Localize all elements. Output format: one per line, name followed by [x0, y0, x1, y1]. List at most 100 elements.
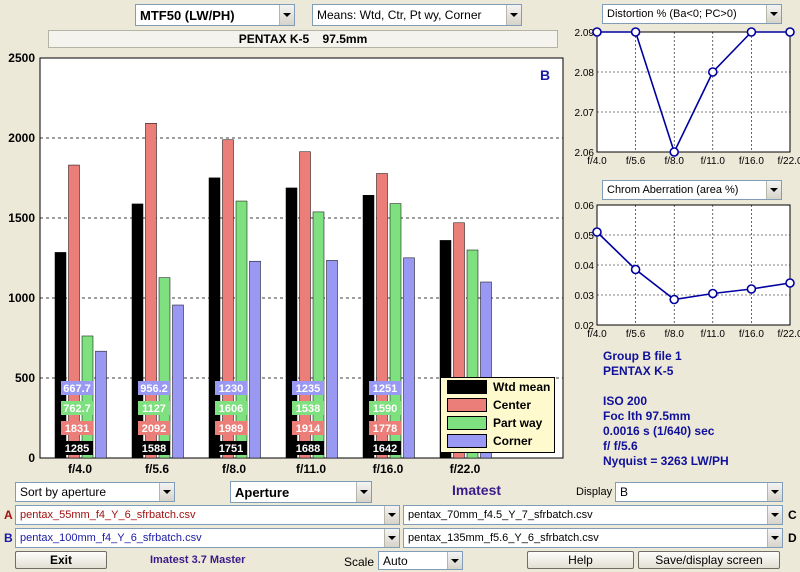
main-bar-chart: 1285 1831 762.7 667.7 1588 2092 1127 956.2 1751 1… [8, 51, 564, 476]
distortion-plot-area [596, 31, 791, 153]
sort-select[interactable]: Sort by aperture [15, 482, 175, 502]
bar [81, 335, 94, 459]
bar [285, 187, 298, 459]
x-tick-label: f/8.0 [664, 329, 684, 340]
chevron-down-icon[interactable] [767, 483, 782, 501]
x-tick-label: f/8.0 [664, 156, 684, 167]
distortion-title: Distortion % (Ba<0; PC>0) [607, 8, 737, 20]
x-tick-label: f/11.0 [701, 329, 726, 340]
means-select[interactable]: Means: Wtd, Ctr, Pt wy, Corner [312, 4, 522, 26]
sort-select-value: Sort by aperture [20, 485, 107, 499]
file-b-letter: B [4, 531, 13, 545]
chevron-down-icon[interactable] [159, 483, 174, 501]
y-tick-label: 2.09 [575, 28, 595, 39]
file-b-value: pentax_100mm_f4_Y_6_sfrbatch.csv [20, 532, 202, 544]
file-a-value: pentax_55mm_f4_Y_6_sfrbatch.csv [20, 509, 196, 521]
x-tick-label: f/11.0 [296, 462, 326, 476]
data-point [785, 27, 795, 37]
data-label: 1590 [373, 403, 397, 415]
info-line: Group B file 1 [603, 349, 682, 363]
data-label: 1989 [219, 423, 243, 435]
data-label-bg [61, 421, 93, 435]
data-label-bg [138, 441, 170, 455]
data-label: 667.7 [63, 383, 91, 395]
metric-select[interactable]: MTF50 (LW/PH) [135, 4, 295, 26]
save-display-button[interactable]: Save/display screen [638, 551, 780, 569]
display-select[interactable]: B [615, 482, 783, 502]
data-label: 1127 [142, 403, 166, 415]
bar [312, 211, 325, 459]
distortion-select[interactable]: Distortion % (Ba<0; PC>0) [602, 4, 782, 24]
data-label-bg [215, 421, 247, 435]
x-tick-label: f/4.0 [587, 329, 607, 340]
display-label: Display [576, 486, 613, 498]
scale-select[interactable]: Auto [378, 551, 463, 570]
bar [389, 203, 402, 459]
file-b-select[interactable]: pentax_100mm_f4_Y_6_sfrbatch.csv [15, 528, 400, 548]
bar [480, 281, 492, 459]
x-tick-label: f/16.0 [739, 329, 764, 340]
data-label: 956.2 [140, 383, 168, 395]
legend-swatch [447, 416, 487, 430]
aperture-select[interactable]: Aperture [230, 481, 372, 503]
x-tick-label: f/11.0 [701, 156, 726, 167]
legend-swatch [447, 398, 487, 412]
legend-swatch [447, 380, 487, 394]
file-d-letter: D [788, 531, 797, 545]
bar [54, 252, 67, 459]
chevron-down-icon[interactable] [384, 529, 399, 547]
info-line: Foc lth 97.5mm [603, 409, 691, 423]
file-c-select[interactable]: pentax_70mm_f4.5_Y_7_sfrbatch.csv [403, 505, 783, 525]
means-select-value: Means: Wtd, Ctr, Pt wy, Corner [317, 8, 482, 22]
chevron-down-icon[interactable] [767, 506, 782, 524]
data-label-bg [138, 401, 170, 415]
chevron-down-icon[interactable] [447, 552, 462, 569]
data-label: 1235 [296, 383, 320, 395]
bar [453, 222, 465, 459]
legend: Wtd mean Center Part way Corner [440, 377, 555, 453]
x-tick-label: f/5.6 [626, 156, 646, 167]
chevron-down-icon[interactable] [766, 181, 781, 199]
y-tick-label: 500 [15, 371, 35, 385]
chevron-down-icon[interactable] [356, 482, 371, 502]
data-label-bg [138, 381, 170, 395]
chevron-down-icon[interactable] [506, 5, 521, 25]
series-line [596, 231, 791, 301]
chevron-down-icon[interactable] [767, 529, 782, 547]
chrom-select[interactable]: Chrom Aberration (area %) [602, 180, 782, 200]
legend-entry: Part way [441, 414, 554, 432]
legend-label: Part way [493, 416, 543, 430]
bar [68, 164, 80, 459]
data-point [708, 67, 718, 77]
panel-letter: B [540, 67, 550, 83]
data-label-bg [292, 441, 324, 455]
chart-subtitle: PENTAX K-5 97.5mm [48, 30, 558, 48]
y-tick-label: 2.06 [575, 148, 595, 159]
bar [208, 177, 221, 459]
help-button[interactable]: Help [527, 551, 634, 569]
x-tick-label: f/16.0 [373, 462, 404, 476]
x-tick-label: f/5.6 [145, 462, 169, 476]
chevron-down-icon[interactable] [766, 5, 781, 23]
chevron-down-icon[interactable] [279, 5, 294, 25]
bar [466, 249, 479, 459]
y-tick-label: 2.08 [575, 68, 595, 79]
legend-entry: Wtd mean [441, 378, 554, 396]
data-point [708, 288, 718, 299]
bar [326, 260, 338, 459]
data-point [785, 278, 795, 288]
x-tick-label: f/4.0 [587, 156, 607, 167]
y-tick-label: 2.07 [575, 108, 595, 119]
file-a-select[interactable]: pentax_55mm_f4_Y_6_sfrbatch.csv [15, 505, 400, 525]
y-tick-label: 0.04 [575, 261, 595, 272]
data-label-bg [292, 421, 324, 435]
data-point [669, 294, 679, 305]
data-label-bg [215, 401, 247, 415]
exit-button[interactable]: Exit [15, 551, 107, 569]
x-tick-label: f/16.0 [739, 156, 764, 167]
chevron-down-icon[interactable] [384, 506, 399, 524]
file-d-value: pentax_135mm_f5.6_Y_6_sfrbatch.csv [408, 532, 599, 544]
data-label-bg [138, 421, 170, 435]
file-d-select[interactable]: pentax_135mm_f5.6_Y_6_sfrbatch.csv [403, 528, 783, 548]
data-label-bg [369, 381, 401, 395]
